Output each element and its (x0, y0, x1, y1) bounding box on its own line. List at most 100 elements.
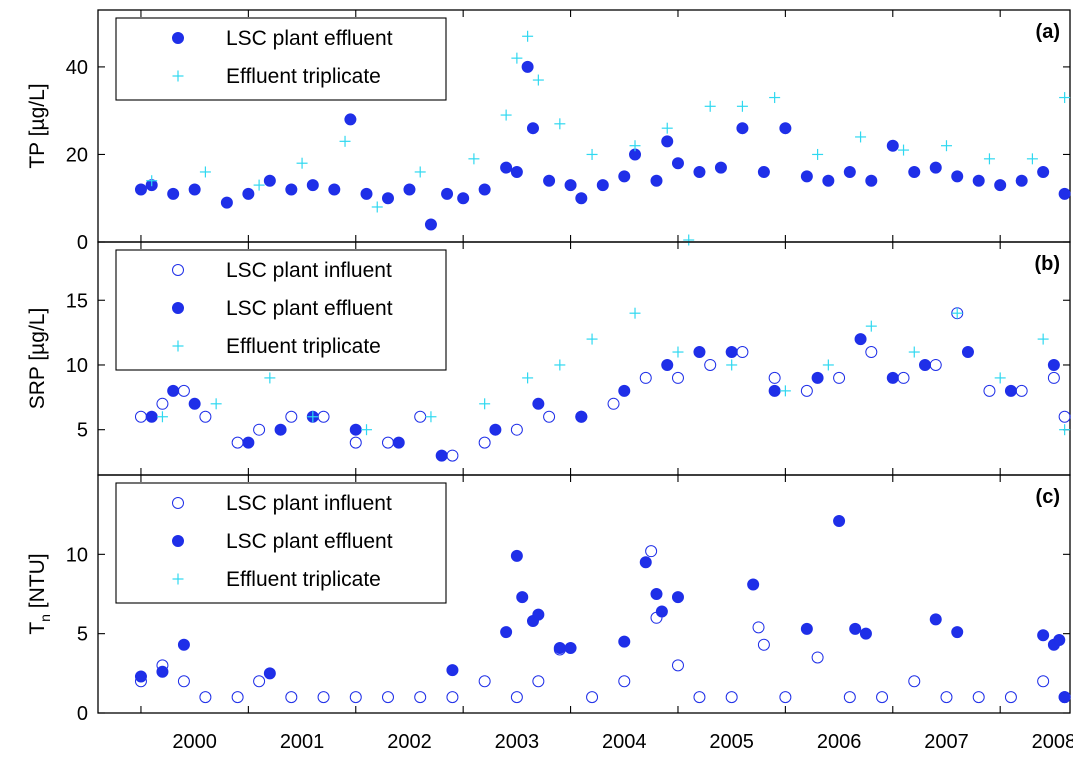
legend-label-1-0: LSC plant effluent (226, 27, 393, 50)
point-3-0-18 (645, 545, 658, 558)
legend-marker-1-0 (172, 32, 184, 44)
point-1-0-16 (457, 192, 470, 205)
point-3-0-6 (285, 691, 298, 704)
point-2-0-11 (446, 449, 459, 462)
legend-box-1 (115, 17, 447, 101)
point-2-1-23 (1047, 358, 1060, 371)
point-3-1-4 (446, 664, 459, 677)
point-3-1-12 (618, 635, 631, 648)
point-1-0-45 (994, 179, 1007, 192)
point-2-0-26 (929, 358, 942, 371)
point-3-1-27 (1058, 691, 1071, 704)
x-axis: 2000 2001 2002 2003 2004 2005 2006 2007 2008 (140, 10, 1073, 753)
point-3-0-29 (908, 675, 921, 688)
point-1-1-3 (296, 157, 308, 169)
point-3-0-28 (876, 691, 889, 704)
legend-label-2-2: Effluent triplicate (226, 335, 381, 358)
point-2-2-11 (672, 346, 684, 358)
point-3-1-18 (800, 622, 813, 635)
xtick-label-1: 2001 (280, 731, 325, 753)
point-1-1-26 (1059, 92, 1071, 104)
point-3-0-22 (725, 691, 738, 704)
point-1-0-35 (779, 122, 792, 135)
legend-marker-3-0 (172, 497, 184, 509)
point-2-0-13 (510, 423, 523, 436)
ylabel-3: Tn [NTU] (26, 553, 53, 634)
point-2-2-17 (951, 307, 963, 319)
point-2-1-9 (489, 423, 502, 436)
point-3-1-15 (655, 605, 668, 618)
point-3-1-26 (1053, 634, 1066, 647)
point-1-0-23 (564, 179, 577, 192)
point-1-1-12 (554, 118, 566, 130)
point-1-1-23 (940, 140, 952, 152)
point-3-1-2 (177, 638, 190, 651)
point-3-0-17 (618, 675, 631, 688)
point-1-0-42 (929, 161, 942, 174)
point-3-0-21 (693, 691, 706, 704)
point-1-1-18 (736, 100, 748, 112)
point-3-0-30 (940, 691, 953, 704)
point-2-1-7 (392, 436, 405, 449)
legend-label-3-0: LSC plant influent (226, 492, 392, 515)
point-3-1-11 (564, 641, 577, 654)
point-3-0-25 (779, 691, 792, 704)
point-1-0-14 (424, 218, 437, 231)
point-3-0-10 (414, 691, 427, 704)
point-2-1-17 (811, 371, 824, 384)
point-2-0-28 (983, 384, 996, 397)
point-2-1-15 (725, 346, 738, 359)
point-1-1-25 (1026, 153, 1038, 165)
point-1-0-24 (575, 192, 588, 205)
point-2-0-7 (317, 410, 330, 423)
point-1-1-0 (146, 175, 158, 187)
point-1-0-0 (134, 183, 147, 196)
point-3-1-6 (510, 549, 523, 562)
point-3-1-16 (671, 591, 684, 604)
point-2-0-24 (865, 346, 878, 359)
ytick-label-2-2: 15 (66, 290, 88, 312)
legend-2: LSC plant influent LSC plant effluent Effl… (115, 249, 447, 371)
point-2-0-21 (768, 371, 781, 384)
legend-marker-2-0 (172, 264, 184, 276)
legend-label-3-1: LSC plant effluent (226, 530, 393, 553)
point-2-1-0 (145, 410, 158, 423)
point-2-2-1 (210, 398, 222, 410)
point-1-0-43 (951, 170, 964, 183)
point-2-0-0 (134, 410, 147, 423)
point-2-0-22 (800, 384, 813, 397)
point-1-1-21 (855, 131, 867, 143)
point-3-1-9 (532, 608, 545, 621)
point-1-1-14 (629, 140, 641, 152)
point-1-1-2 (253, 179, 265, 191)
point-2-2-6 (479, 398, 491, 410)
point-2-1-3 (242, 436, 255, 449)
point-3-0-31 (972, 691, 985, 704)
point-2-1-2 (188, 397, 201, 410)
panel-3-frame (97, 474, 1071, 714)
point-1-0-36 (800, 170, 813, 183)
ytick-label-1-0: 0 (77, 232, 88, 254)
legend-1: LSC plant effluent Effluent triplicate (115, 17, 447, 101)
point-2-2-2 (264, 372, 276, 384)
point-2-1-12 (618, 384, 631, 397)
point-2-1-20 (919, 358, 932, 371)
point-1-1-8 (500, 109, 512, 121)
point-2-2-19 (1037, 333, 1049, 345)
point-1-0-41 (908, 165, 921, 178)
ytick-label-1-2: 40 (66, 57, 88, 79)
legend-label-2-1: LSC plant effluent (226, 297, 393, 320)
point-1-1-24 (983, 153, 995, 165)
point-1-0-34 (757, 165, 770, 178)
point-2-0-3 (199, 410, 212, 423)
point-2-2-10 (629, 307, 641, 319)
point-2-0-20 (736, 346, 749, 359)
point-1-0-11 (360, 187, 373, 200)
point-2-2-4 (361, 424, 373, 436)
point-1-0-48 (1058, 187, 1071, 200)
point-2-0-17 (639, 371, 652, 384)
point-3-1-24 (1037, 629, 1050, 642)
point-2-0-29 (1015, 384, 1028, 397)
